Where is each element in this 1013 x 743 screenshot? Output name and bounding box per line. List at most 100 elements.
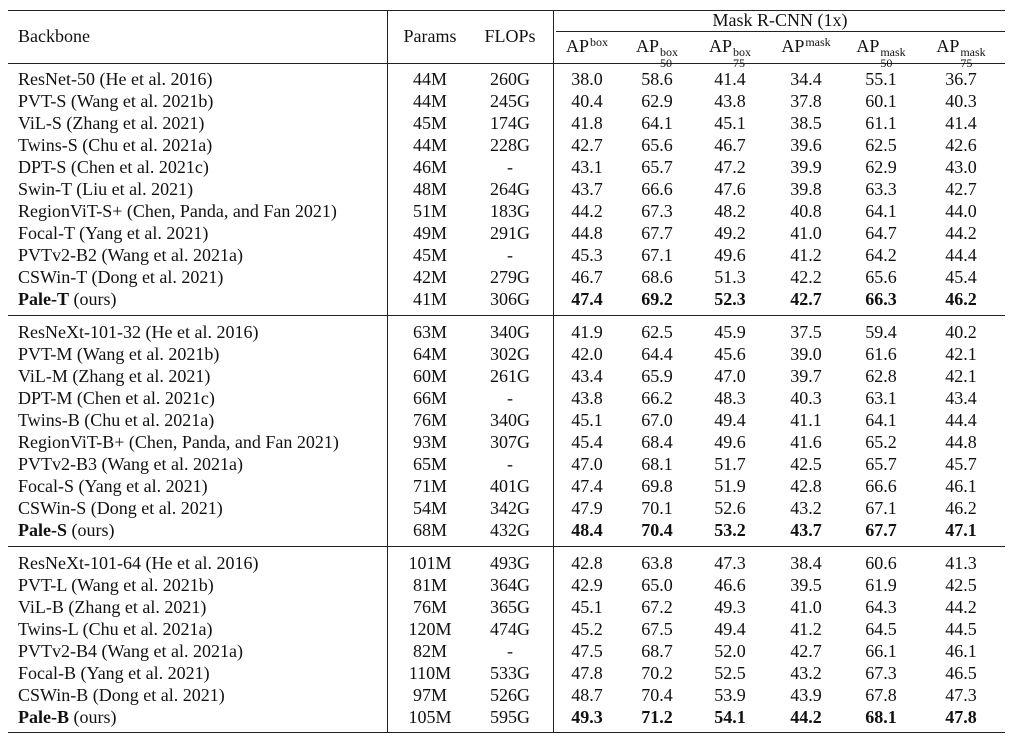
metric-cell: 70.4: [641, 685, 673, 705]
flops-cell: 183G: [490, 201, 530, 221]
metric-cell: 47.4: [571, 289, 603, 309]
metric-cell: 67.3: [641, 201, 673, 221]
metric-header: AP box: [566, 35, 608, 57]
metric-cell: 45.9: [714, 322, 746, 342]
metric-cell: 39.9: [790, 157, 822, 177]
metric-base: AP: [856, 36, 880, 56]
metric-cell: 61.6: [865, 344, 897, 364]
metric-scripts: box 75: [733, 45, 752, 69]
params-cell: 51M: [412, 201, 448, 221]
metric-cell: 41.0: [790, 597, 822, 617]
citation: (Zhang et al. 2021): [66, 113, 205, 133]
model-name: Twins-B: [18, 410, 80, 430]
metric-cell: 45.6: [714, 344, 746, 364]
metric-scripts: mask 50: [880, 46, 905, 69]
metric-cell: 51.7: [714, 454, 746, 474]
metric-cell: 65.0: [641, 575, 673, 595]
citation: (Wang et al. 2021b): [76, 344, 220, 364]
citation: (ours): [73, 289, 117, 309]
metric-cell: 67.5: [641, 619, 673, 639]
citation: (Chu et al. 2021a): [82, 619, 213, 639]
backbone-cell: Swin-T (Liu et al. 2021): [18, 178, 193, 200]
metric-cell: 46.5: [945, 663, 977, 683]
metric-cell: 66.3: [865, 289, 897, 309]
flops-cell: 228G: [490, 135, 530, 155]
citation: (Chen et al. 2021c): [76, 388, 215, 408]
metric-cell: 61.9: [865, 575, 897, 595]
metric-cell: 44.4: [945, 245, 977, 265]
metric-cell: 65.2: [865, 432, 897, 452]
backbone-cell: ViL-B (Zhang et al. 2021): [18, 596, 206, 618]
citation: (Dong et al. 2021): [91, 267, 224, 287]
metric-scripts: mask 75: [960, 46, 985, 69]
backbone-cell: PVT-L (Wang et al. 2021b): [18, 574, 214, 596]
metric-cell: 46.1: [945, 641, 977, 661]
metric-cell: 49.3: [571, 707, 603, 727]
model-name: Pale-T: [18, 289, 69, 309]
metric-cell: 42.9: [571, 575, 603, 595]
metric-cell: 43.7: [571, 179, 603, 199]
metric-cell: 62.9: [641, 91, 673, 111]
metric-cell: 69.8: [641, 476, 673, 496]
metric-cell: 40.2: [945, 322, 977, 342]
metric-base: AP: [635, 36, 660, 56]
model-name: ResNeXt-101-64: [18, 553, 141, 573]
flops-cell: 302G: [490, 344, 530, 364]
params-cell: 54M: [412, 498, 448, 518]
metric-cell: 68.4: [641, 432, 673, 452]
model-name: PVTv2-B3: [18, 454, 98, 474]
params-cell: 105M: [408, 707, 452, 727]
metric-cell: 46.7: [714, 135, 746, 155]
metric-cell: 39.8: [790, 179, 822, 199]
metric-base: AP: [936, 36, 960, 56]
rule: [8, 63, 1005, 64]
metric-cell: 43.2: [790, 663, 822, 683]
metric-cell: 67.1: [641, 245, 673, 265]
header-cell: FLOPs: [484, 26, 536, 46]
citation: (Yang et al. 2021): [78, 476, 208, 496]
flops-cell: 174G: [490, 113, 530, 133]
model-name: RegionViT-B+: [18, 432, 125, 452]
citation: (Chen et al. 2021c): [70, 157, 209, 177]
metric-cell: 55.1: [865, 69, 897, 89]
backbone-cell: DPT-S (Chen et al. 2021c): [18, 156, 209, 178]
metric-cell: 45.4: [571, 432, 603, 452]
metric-cell: 45.7: [945, 454, 977, 474]
metric-cell: 43.2: [790, 498, 822, 518]
metric-cell: 48.2: [714, 201, 746, 221]
metric-header: AP mask: [781, 35, 830, 57]
metric-cell: 49.2: [714, 223, 746, 243]
params-cell: 64M: [412, 344, 448, 364]
metric-cell: 58.6: [641, 69, 673, 89]
metric-cell: 64.1: [865, 201, 897, 221]
flops-cell: 595G: [490, 707, 530, 727]
metric-cell: 60.1: [865, 91, 897, 111]
backbone-cell: RegionViT-B+ (Chen, Panda, and Fan 2021): [18, 431, 339, 453]
metric-cell: 45.3: [571, 245, 603, 265]
superscript: box: [660, 45, 679, 59]
metric-cell: 41.2: [790, 619, 822, 639]
metric-cell: 68.6: [641, 267, 673, 287]
metric-cell: 43.4: [571, 366, 603, 386]
metric-cell: 47.1: [945, 520, 977, 540]
superscript: box: [733, 45, 752, 59]
metric-cell: 63.1: [865, 388, 897, 408]
metric-cell: 47.6: [714, 179, 746, 199]
model-name: CSWin-T: [18, 267, 87, 287]
metric-cell: 39.5: [790, 575, 822, 595]
metric-cell: 45.1: [571, 410, 603, 430]
backbone-cell: Focal-T (Yang et al. 2021): [18, 222, 208, 244]
model-name: DPT-S: [18, 157, 67, 177]
backbone-cell: PVTv2-B2 (Wang et al. 2021a): [18, 244, 243, 266]
metric-cell: 65.6: [865, 267, 897, 287]
backbone-cell: ResNet-50 (He et al. 2016): [18, 68, 212, 90]
model-name: Pale-B: [18, 707, 69, 727]
metric-cell: 64.5: [865, 619, 897, 639]
metric-scripts: mask: [805, 36, 830, 48]
metric-cell: 44.8: [571, 223, 603, 243]
metric-cell: 51.9: [714, 476, 746, 496]
model-name: Twins-S: [18, 135, 78, 155]
flops-cell: 340G: [490, 322, 530, 342]
citation: (Yang et al. 2021): [80, 663, 210, 683]
metric-cell: 44.5: [945, 619, 977, 639]
